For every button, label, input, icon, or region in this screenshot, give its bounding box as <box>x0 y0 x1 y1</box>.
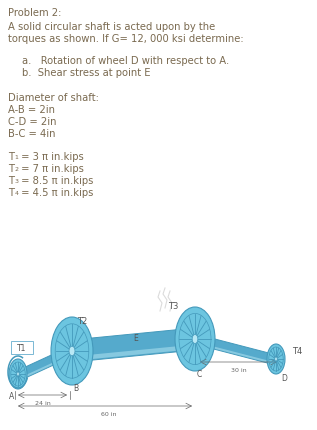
Polygon shape <box>23 353 74 378</box>
Text: = 8.5 π in.kips: = 8.5 π in.kips <box>18 175 94 186</box>
Ellipse shape <box>9 359 27 389</box>
Polygon shape <box>194 341 271 363</box>
Polygon shape <box>71 328 196 362</box>
Text: 1: 1 <box>15 155 18 160</box>
Text: B: B <box>74 383 79 392</box>
Text: b.  Shear stress at point E: b. Shear stress at point E <box>22 68 151 78</box>
Text: Diameter of shaft:: Diameter of shaft: <box>8 93 99 103</box>
Polygon shape <box>20 347 74 379</box>
Text: E: E <box>133 333 138 342</box>
Text: T4: T4 <box>292 347 302 356</box>
Text: C-D = 2in: C-D = 2in <box>8 117 56 127</box>
Polygon shape <box>73 345 196 361</box>
Text: 3: 3 <box>15 178 18 184</box>
Text: T: T <box>8 187 14 197</box>
Text: T3: T3 <box>168 302 178 311</box>
Text: 60 in: 60 in <box>101 411 116 416</box>
Ellipse shape <box>192 335 198 344</box>
Text: T1: T1 <box>17 343 27 352</box>
Text: T: T <box>8 152 14 162</box>
Ellipse shape <box>175 307 215 371</box>
Text: D: D <box>281 373 287 382</box>
Ellipse shape <box>267 344 285 374</box>
Text: = 4.5 π in.kips: = 4.5 π in.kips <box>18 187 94 197</box>
Text: C: C <box>196 369 202 378</box>
Text: 4: 4 <box>15 190 18 196</box>
Polygon shape <box>194 335 273 364</box>
Text: torques as shown. If G= 12, 000 ksi determine:: torques as shown. If G= 12, 000 ksi dete… <box>8 34 244 44</box>
FancyBboxPatch shape <box>11 341 33 354</box>
Text: T: T <box>8 175 14 186</box>
Text: 30 in: 30 in <box>231 367 246 372</box>
Text: Problem 2:: Problem 2: <box>8 8 61 18</box>
Ellipse shape <box>69 347 75 356</box>
Text: B-C = 4in: B-C = 4in <box>8 129 55 139</box>
Text: = 7 π in.kips: = 7 π in.kips <box>18 164 84 174</box>
Text: A solid circular shaft is acted upon by the: A solid circular shaft is acted upon by … <box>8 22 215 32</box>
Text: A: A <box>10 391 15 400</box>
Text: T2: T2 <box>77 317 87 326</box>
Text: 2: 2 <box>15 166 18 172</box>
Text: a.   Rotation of wheel D with respect to A.: a. Rotation of wheel D with respect to A… <box>22 56 229 66</box>
Text: = 3 π in.kips: = 3 π in.kips <box>18 152 84 162</box>
Text: A-B = 2in: A-B = 2in <box>8 105 55 115</box>
Ellipse shape <box>17 372 19 376</box>
Ellipse shape <box>51 317 93 385</box>
Text: 24 in: 24 in <box>35 400 51 405</box>
Ellipse shape <box>275 357 277 361</box>
Text: T: T <box>8 164 14 174</box>
